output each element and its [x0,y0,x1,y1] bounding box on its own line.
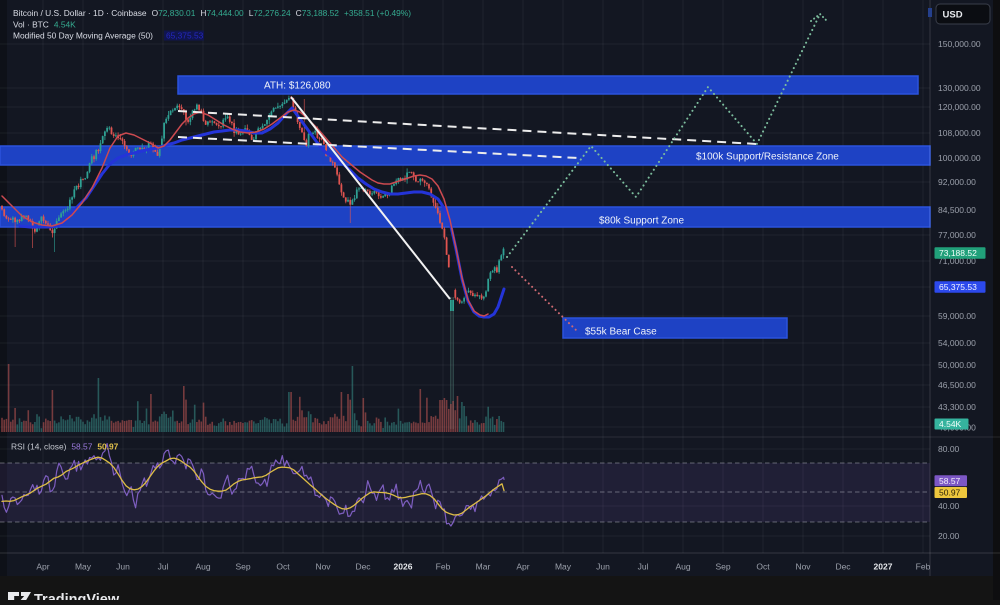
svg-text:Aug: Aug [195,562,210,572]
svg-text:$55k Bear Case: $55k Bear Case [585,327,657,338]
svg-text:50.97: 50.97 [939,488,961,498]
svg-text:$100k Support/Resistance Zone: $100k Support/Resistance Zone [696,152,839,163]
svg-text:58.57: 58.57 [939,476,961,486]
svg-text:92,000.00: 92,000.00 [938,177,976,187]
svg-text:Jun: Jun [596,562,610,572]
svg-text:65,375.53: 65,375.53 [939,282,977,292]
svg-text:Nov: Nov [795,562,811,572]
svg-text:Oct: Oct [276,562,290,572]
svg-text:USD: USD [943,10,963,21]
svg-text:Bitcoin / U.S. Dollar · 1D · C: Bitcoin / U.S. Dollar · 1D · Coinbase O72… [13,8,411,18]
svg-text:84,500.00: 84,500.00 [938,205,976,215]
svg-text:130,000.00: 130,000.00 [938,83,981,93]
svg-text:Jul: Jul [158,562,169,572]
svg-text:Sep: Sep [235,562,250,572]
svg-text:54,000.00: 54,000.00 [938,338,976,348]
svg-text:Feb: Feb [916,562,931,572]
svg-text:2027: 2027 [874,562,893,572]
svg-text:ATH: $126,080: ATH: $126,080 [264,81,331,92]
svg-text:20.00: 20.00 [938,531,960,541]
svg-text:Jun: Jun [116,562,130,572]
svg-text:Modified 50 Day Moving Average: Modified 50 Day Moving Average (50) [13,31,153,41]
svg-text:Nov: Nov [315,562,331,572]
svg-text:Sep: Sep [715,562,730,572]
svg-text:59,000.00: 59,000.00 [938,311,976,321]
svg-text:TradingView: TradingView [34,592,120,600]
svg-text:46,500.00: 46,500.00 [938,380,976,390]
svg-text:4.54K: 4.54K [939,419,962,429]
svg-text:Jul: Jul [638,562,649,572]
svg-text:Apr: Apr [36,562,49,572]
svg-text:Apr: Apr [516,562,529,572]
svg-text:Dec: Dec [355,562,371,572]
svg-text:73,188.52: 73,188.52 [939,248,977,258]
svg-text:Mar: Mar [476,562,491,572]
svg-text:71,000.00: 71,000.00 [938,256,976,266]
svg-text:May: May [75,562,92,572]
svg-text:2026: 2026 [394,562,413,572]
svg-text:Aug: Aug [675,562,690,572]
svg-text:May: May [555,562,572,572]
svg-text:150,000.00: 150,000.00 [938,39,981,49]
svg-text:40.00: 40.00 [938,501,960,511]
svg-text:108,000.00: 108,000.00 [938,128,981,138]
svg-text:Dec: Dec [835,562,851,572]
svg-text:$80k Support Zone: $80k Support Zone [599,216,684,227]
svg-text:65,375.53: 65,375.53 [166,31,204,41]
svg-text:100,000.00: 100,000.00 [938,153,981,163]
svg-text:Feb: Feb [436,562,451,572]
svg-text:43,300.00: 43,300.00 [938,402,976,412]
svg-text:50,000.00: 50,000.00 [938,360,976,370]
svg-text:77,000.00: 77,000.00 [938,230,976,240]
svg-text:120,000.00: 120,000.00 [938,102,981,112]
svg-text:80.00: 80.00 [938,444,960,454]
svg-text:Oct: Oct [756,562,770,572]
